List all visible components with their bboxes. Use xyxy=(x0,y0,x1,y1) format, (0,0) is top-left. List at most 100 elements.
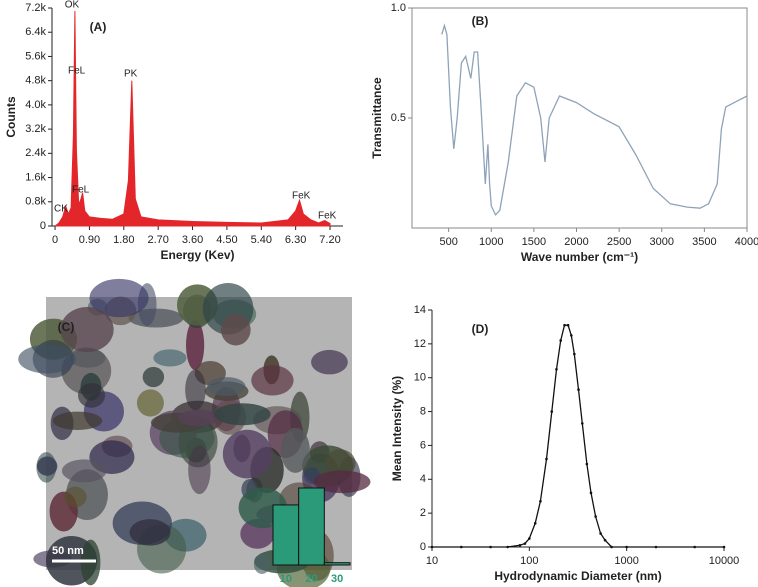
point xyxy=(599,532,602,535)
x-axis-label: Wave number (cm⁻¹) xyxy=(521,250,638,264)
x-tick-label: 1500 xyxy=(522,236,546,248)
peak-label: CK xyxy=(54,204,68,215)
x-tick-label: 1.80 xyxy=(113,234,134,246)
peak-label: FeL xyxy=(72,185,90,196)
x-tick-label: 5.40 xyxy=(251,234,272,246)
point xyxy=(654,545,658,549)
particle xyxy=(324,449,356,478)
peak-label: FeL xyxy=(68,66,86,77)
particle xyxy=(188,445,211,495)
y-tick-label: 4.0k xyxy=(25,99,46,111)
bar xyxy=(323,562,351,566)
peak-label: OK xyxy=(65,0,80,11)
particle xyxy=(77,382,106,408)
particle xyxy=(136,389,164,417)
y-tick-label: 2 xyxy=(420,507,426,519)
x-tick-label: 2.70 xyxy=(147,234,168,246)
x-tick-label: 3500 xyxy=(692,236,716,248)
area xyxy=(54,10,331,227)
particle xyxy=(185,320,205,371)
x-tick-label: 7.20 xyxy=(319,234,340,246)
y-tick-label: 12 xyxy=(414,338,426,350)
panel-label: (A) xyxy=(90,20,107,34)
particle xyxy=(142,366,165,388)
point xyxy=(489,545,492,549)
particle xyxy=(207,377,246,396)
particle xyxy=(60,307,114,353)
y-tick-label: 14 xyxy=(414,304,426,316)
point xyxy=(570,334,573,337)
plot-frame xyxy=(411,7,748,229)
x-tick-label: 1000 xyxy=(479,236,503,248)
particle xyxy=(253,554,271,574)
y-tick-label: 6.4k xyxy=(25,26,46,38)
point xyxy=(539,499,542,503)
y-tick-label: 6 xyxy=(420,439,426,451)
point xyxy=(625,545,628,549)
point xyxy=(577,388,580,391)
y-tick-label: 0.5 xyxy=(391,112,406,124)
point xyxy=(693,545,696,549)
point xyxy=(518,544,522,547)
particle xyxy=(61,459,107,483)
x-tick-label: 10 xyxy=(280,573,292,585)
point xyxy=(573,352,576,356)
particle xyxy=(63,486,87,508)
y-tick-label: 0 xyxy=(420,541,426,553)
particle xyxy=(153,349,187,367)
x-tick-label: 4.50 xyxy=(216,234,237,246)
x-tick-label: 0 xyxy=(52,234,58,246)
point xyxy=(594,515,597,518)
y-tick-label: 0.8k xyxy=(25,196,46,208)
x-tick-label: 1000 xyxy=(614,555,638,567)
particle xyxy=(214,403,271,426)
point xyxy=(555,367,558,371)
particle xyxy=(18,344,76,374)
particle xyxy=(220,313,251,346)
x-tick-label: 4000 xyxy=(735,236,758,248)
y-tick-label: 2.4k xyxy=(25,147,46,159)
x-tick-label: 2000 xyxy=(564,236,588,248)
point xyxy=(460,545,463,549)
point xyxy=(566,323,570,327)
point xyxy=(580,422,584,425)
y-axis-label: Counts xyxy=(4,96,18,138)
y-tick-label: 5.6k xyxy=(25,50,46,62)
line xyxy=(432,324,724,548)
peak-label: PK xyxy=(124,69,138,80)
point xyxy=(528,537,531,540)
line xyxy=(441,23,748,216)
particle xyxy=(280,427,310,473)
bar xyxy=(272,504,300,566)
particle xyxy=(52,411,103,430)
y-axis-label: Mean Intensity (%) xyxy=(390,376,404,481)
particle xyxy=(251,365,294,396)
x-axis-label: Energy (Kev) xyxy=(160,248,234,262)
x-tick-label: 0.90 xyxy=(79,234,100,246)
point xyxy=(722,545,726,549)
particle xyxy=(36,456,58,476)
point xyxy=(585,462,589,466)
point xyxy=(559,339,562,342)
point xyxy=(550,410,554,413)
y-tick-label: 1.0 xyxy=(391,2,406,14)
x-tick-label: 6.30 xyxy=(285,234,306,246)
x-axis-label: Hydrodynamic Diameter (nm) xyxy=(494,569,661,583)
particle xyxy=(311,349,348,375)
y-tick-label: 0 xyxy=(40,220,46,232)
panel-label: (C) xyxy=(58,320,75,334)
x-tick-label: 30 xyxy=(331,573,343,585)
particle xyxy=(89,278,149,318)
y-axis-label: Transmittance xyxy=(370,77,384,159)
particle xyxy=(313,470,371,494)
point xyxy=(610,545,613,549)
particle xyxy=(222,429,272,479)
point xyxy=(545,457,548,461)
y-tick-label: 8 xyxy=(420,405,426,417)
panel-label: (D) xyxy=(472,322,489,336)
y-tick-label: 7.2k xyxy=(25,2,46,14)
y-tick-label: 4 xyxy=(420,473,426,485)
panel-label: (B) xyxy=(472,14,489,28)
bar xyxy=(298,487,325,566)
point xyxy=(430,545,434,549)
